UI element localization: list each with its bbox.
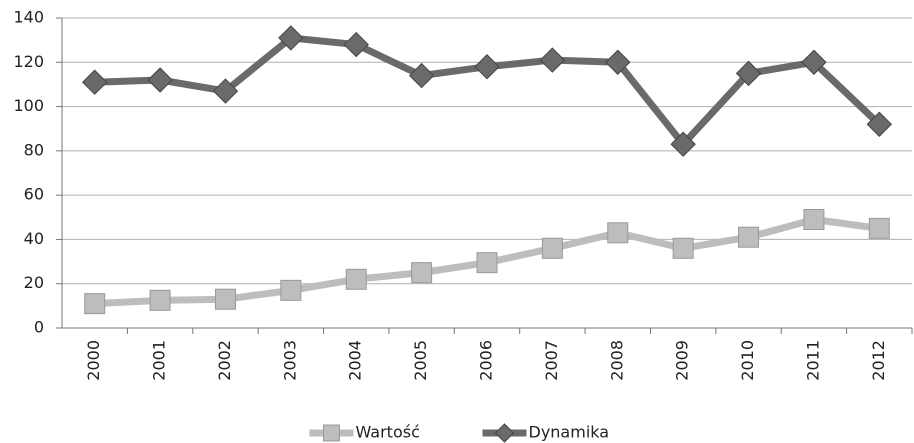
y-tick-label: 120 xyxy=(13,52,44,71)
y-tick-label: 20 xyxy=(24,273,44,292)
y-tick-label: 0 xyxy=(34,318,44,337)
marker xyxy=(408,62,435,89)
x-tick-label: 2000 xyxy=(84,340,103,381)
legend-label: Dynamika xyxy=(529,423,610,442)
x-tick-label: 2003 xyxy=(280,340,299,381)
x-tick-label: 2001 xyxy=(150,340,169,381)
marker xyxy=(605,49,631,75)
marker xyxy=(607,222,629,244)
marker xyxy=(214,288,236,310)
marker xyxy=(345,268,367,290)
x-tick-label: 2007 xyxy=(542,340,561,381)
marker xyxy=(474,54,500,80)
marker xyxy=(343,31,369,58)
series-line xyxy=(94,34,882,148)
x-tick-label: 2008 xyxy=(607,340,626,381)
y-tick-label: 100 xyxy=(13,96,44,115)
x-tick-label: 2002 xyxy=(215,340,234,381)
marker xyxy=(212,78,239,104)
marker xyxy=(735,60,762,87)
legend-label: Wartość xyxy=(356,423,420,442)
marker xyxy=(803,209,825,230)
legend: Wartość Dynamika xyxy=(309,423,610,443)
x-tick-label: 2005 xyxy=(411,340,430,381)
x-tick-label: 2009 xyxy=(673,340,692,381)
y-tick-label: 140 xyxy=(13,8,44,27)
marker xyxy=(147,67,173,93)
x-tick-label: 2004 xyxy=(346,340,365,381)
marker xyxy=(672,237,694,259)
marker xyxy=(280,279,302,301)
marker xyxy=(539,47,566,73)
x-tick-label: 2010 xyxy=(738,340,757,381)
marker xyxy=(868,217,890,239)
marker xyxy=(866,111,893,137)
marker xyxy=(476,252,498,274)
y-tick-label: 80 xyxy=(24,140,44,159)
marker xyxy=(801,49,827,75)
marker xyxy=(84,293,106,315)
marker xyxy=(541,237,563,259)
marker xyxy=(670,131,696,157)
y-tick-label: 40 xyxy=(24,229,44,248)
x-tick-label: 2012 xyxy=(869,340,888,381)
x-tick-label: 2011 xyxy=(803,340,822,381)
legend-marker xyxy=(494,423,515,443)
y-tick-label: 60 xyxy=(24,185,44,204)
marker xyxy=(149,289,171,311)
legend-marker xyxy=(323,424,340,442)
marker xyxy=(278,25,304,51)
x-tick-label: 2006 xyxy=(477,340,496,381)
marker xyxy=(411,262,433,284)
marker xyxy=(81,69,108,95)
marker xyxy=(738,226,760,248)
